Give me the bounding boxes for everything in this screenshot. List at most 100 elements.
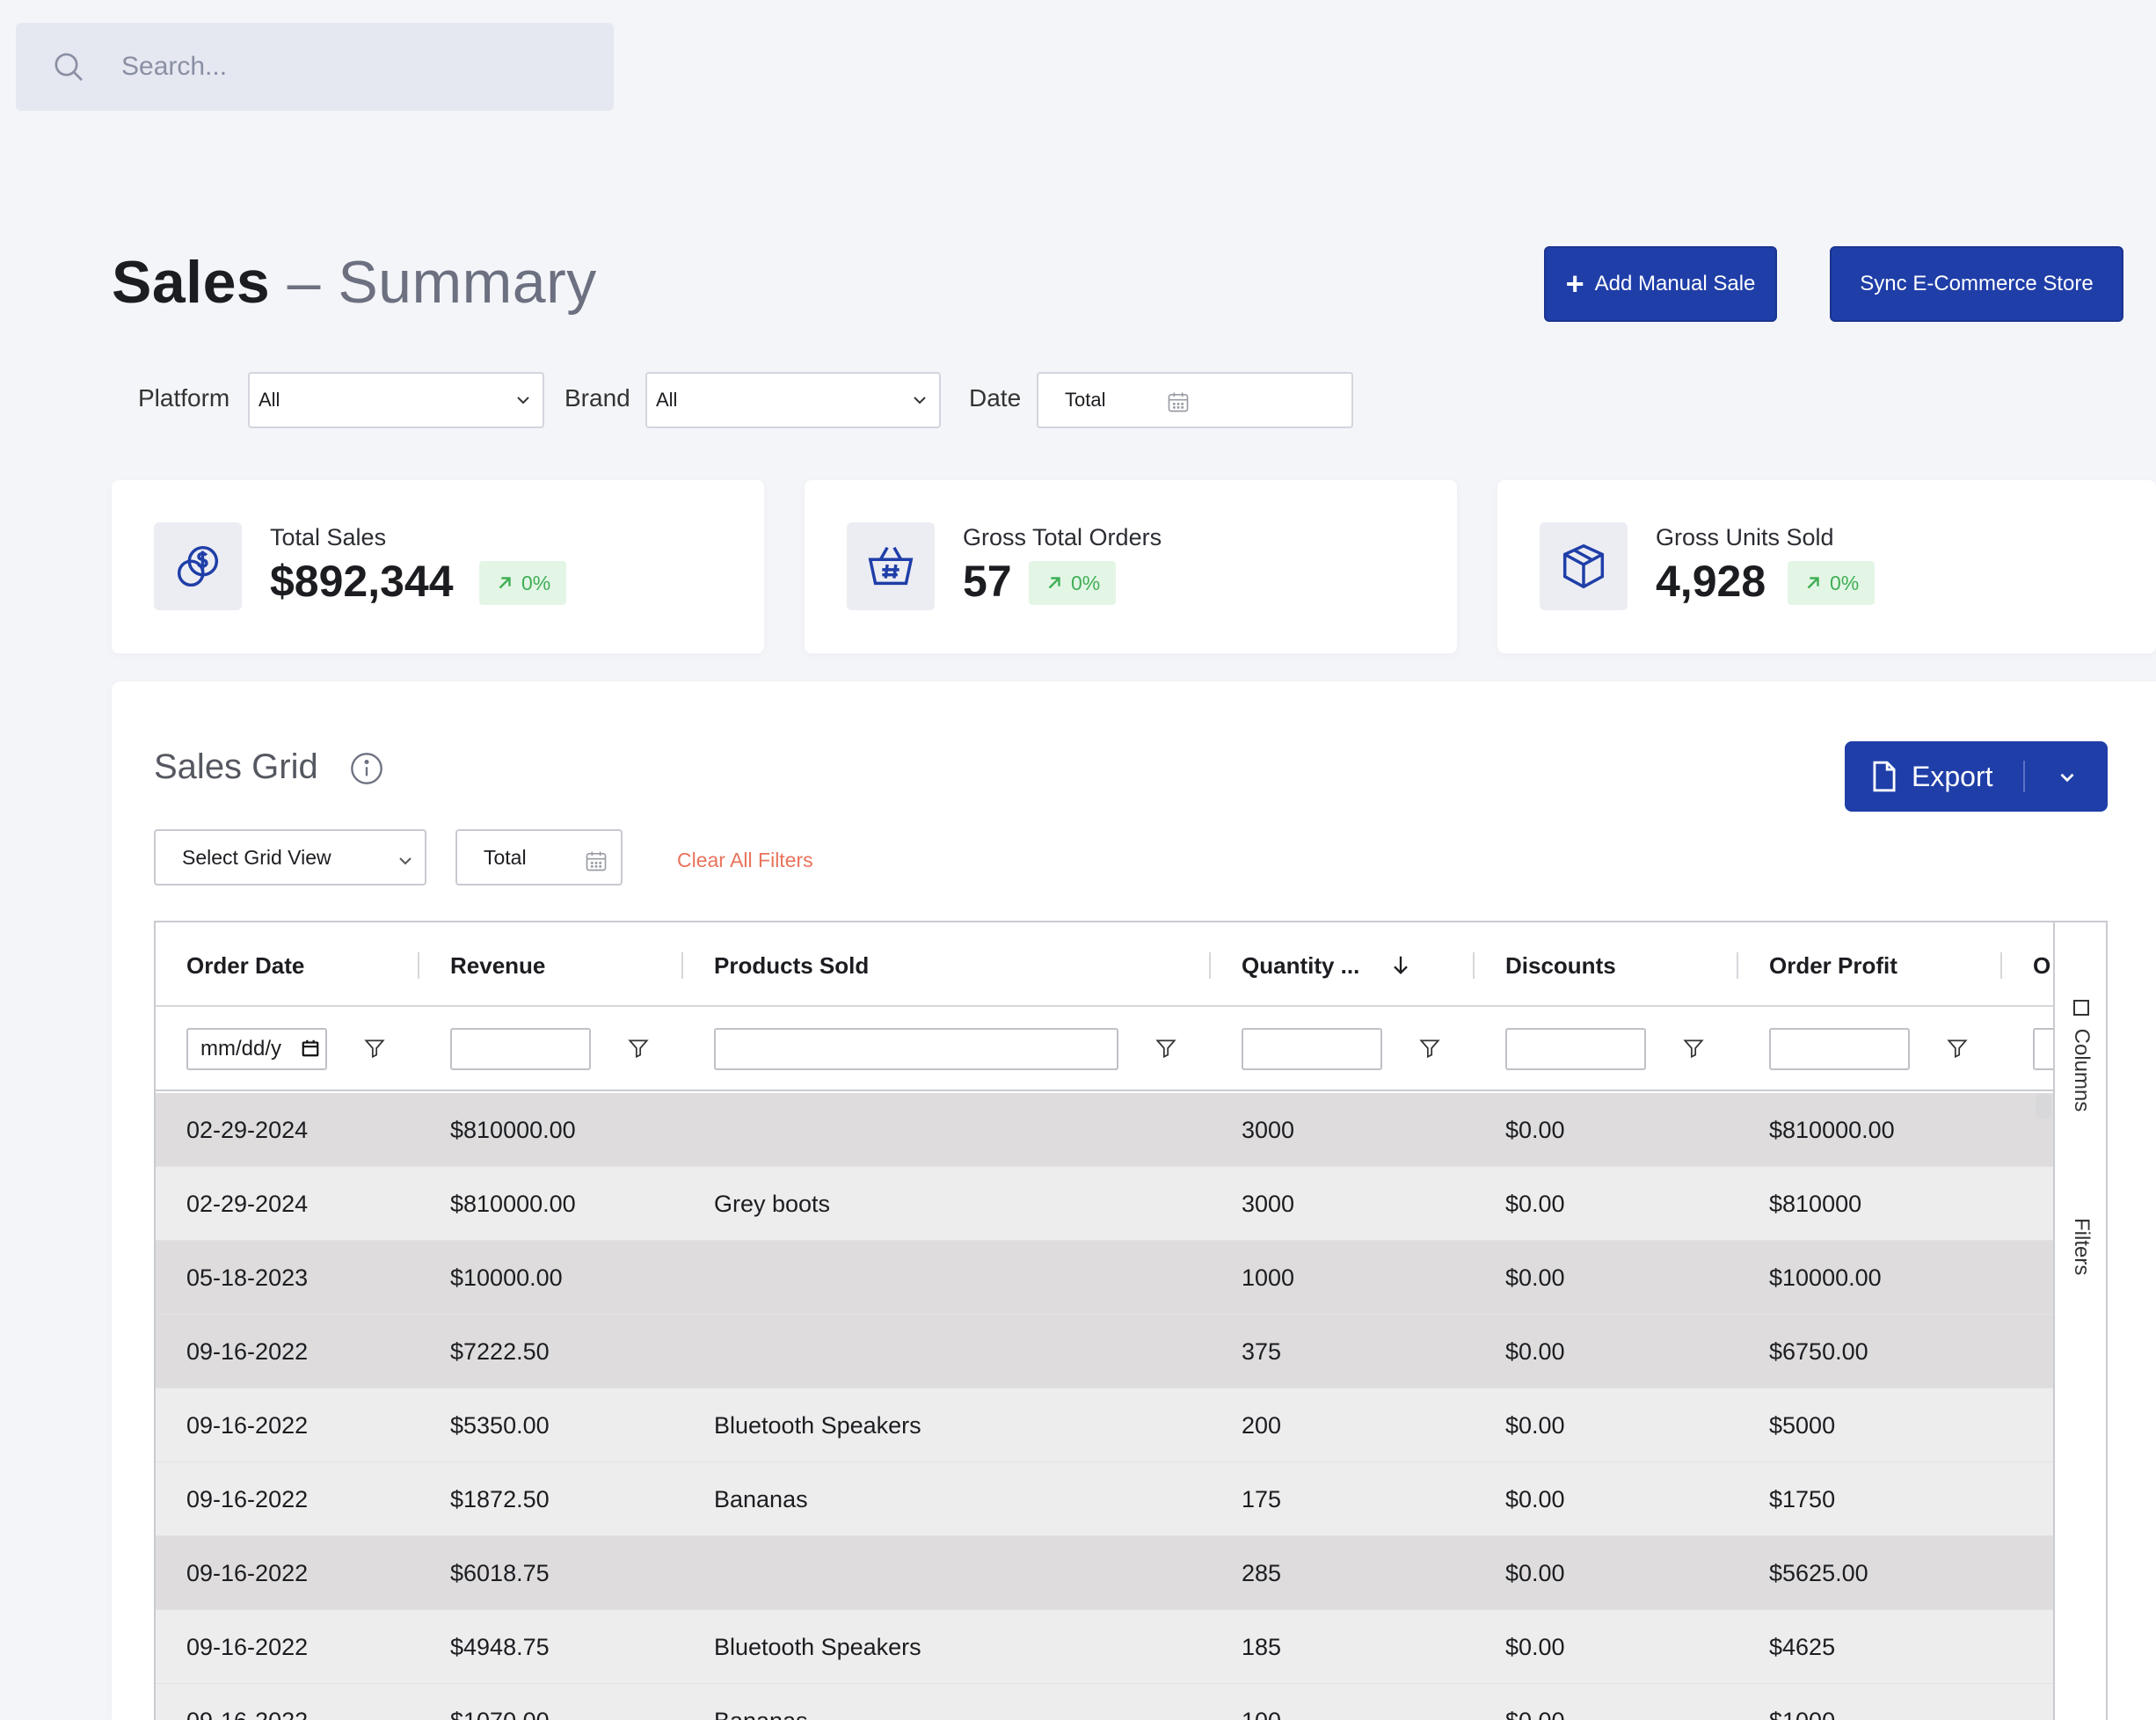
sync-store-button[interactable]: Sync E-Commerce Store — [1830, 246, 2123, 322]
cell-products: Bananas — [714, 1708, 808, 1720]
table-body: 02-29-2024 $810000.00 3000 $0.00 $810000… — [156, 1093, 2053, 1720]
cell-revenue: $810000.00 — [450, 1191, 576, 1217]
column-divider[interactable] — [418, 952, 419, 979]
vertical-scrollbar[interactable] — [2036, 1093, 2051, 1119]
sales-table: Order Date Revenue Products Sold Quantit… — [154, 921, 2108, 1720]
export-label: Export — [1912, 760, 1993, 792]
grid-title: Sales Grid — [154, 747, 318, 786]
cell-order-profit: $4625 — [1769, 1634, 1836, 1660]
add-manual-sale-button[interactable]: + Add Manual Sale — [1544, 246, 1777, 322]
cell-quantity: 1000 — [1242, 1264, 1295, 1291]
filter-funnel-icon[interactable] — [363, 1037, 386, 1060]
brand-select[interactable]: All — [645, 372, 941, 428]
cell-quantity: 100 — [1242, 1708, 1281, 1720]
cell-revenue: $10000.00 — [450, 1264, 563, 1291]
date-range-value: Total — [1065, 389, 1106, 411]
columns-tab[interactable]: Columns — [2069, 1000, 2094, 1111]
filters-tab[interactable]: Filters — [2069, 1218, 2094, 1275]
column-header-products-sold[interactable]: Products Sold — [714, 952, 870, 979]
document-icon — [1873, 761, 1896, 792]
cell-discounts: $0.00 — [1505, 1708, 1565, 1720]
filter-funnel-icon[interactable] — [1682, 1037, 1705, 1060]
column-header-discounts[interactable]: Discounts — [1505, 952, 1616, 979]
column-header-truncated[interactable]: O — [2033, 952, 2051, 979]
table-row[interactable]: 09-16-2022 $5350.00 Bluetooth Speakers 2… — [156, 1388, 2053, 1462]
cell-quantity: 3000 — [1242, 1191, 1295, 1217]
export-divider — [2023, 761, 2025, 792]
plus-icon: + — [1565, 266, 1584, 302]
column-header-revenue[interactable]: Revenue — [450, 952, 546, 979]
calendar-icon — [302, 1039, 319, 1057]
columns-icon — [2073, 1000, 2089, 1016]
table-row[interactable]: 09-16-2022 $4948.75 Bluetooth Speakers 1… — [156, 1610, 2053, 1684]
columns-tab-label: Columns — [2070, 1028, 2094, 1112]
arrow-up-right-icon — [499, 577, 511, 589]
cell-revenue: $5350.00 — [450, 1412, 550, 1439]
brand-label: Brand — [564, 384, 630, 412]
filters-tab-label: Filters — [2070, 1218, 2094, 1276]
card-label: Total Sales — [270, 524, 387, 550]
cell-discounts: $0.00 — [1505, 1560, 1565, 1586]
info-icon[interactable] — [349, 751, 384, 786]
chevron-down-icon — [399, 857, 412, 865]
cell-order-date: 09-16-2022 — [186, 1486, 309, 1512]
platform-label: Platform — [138, 384, 230, 412]
grid-view-select-value: Select Grid View — [182, 845, 331, 869]
table-row[interactable]: 09-16-2022 $1070.00 Bananas 100 $0.00 $1… — [156, 1684, 2053, 1720]
cell-order-profit: $5625.00 — [1769, 1560, 1868, 1586]
cell-order-date: 09-16-2022 — [186, 1412, 309, 1439]
filter-funnel-icon[interactable] — [627, 1037, 650, 1060]
table-row[interactable]: 02-29-2024 $810000.00 3000 $0.00 $810000… — [156, 1093, 2053, 1167]
products-filter-input[interactable] — [714, 1028, 1118, 1070]
cell-discounts: $0.00 — [1505, 1412, 1565, 1439]
column-header-order-profit[interactable]: Order Profit — [1769, 952, 1897, 979]
cell-order-date: 09-16-2022 — [186, 1560, 309, 1586]
change-value: 0% — [521, 571, 551, 594]
sync-store-label: Sync E-Commerce Store — [1860, 272, 2094, 295]
cell-order-date: 09-16-2022 — [186, 1708, 308, 1720]
column-divider[interactable] — [1737, 952, 1738, 979]
search-input[interactable]: Search... — [121, 52, 228, 81]
table-row[interactable]: 09-16-2022 $7222.50 375 $0.00 $6750.00 — [156, 1315, 2053, 1388]
date-range-picker[interactable]: Total — [1037, 372, 1353, 428]
chevron-down-icon[interactable] — [2056, 766, 2079, 789]
search-bar[interactable]: Search... — [16, 23, 614, 111]
export-button[interactable]: Export — [1845, 741, 2108, 812]
platform-select[interactable]: All — [248, 372, 544, 428]
chevron-down-icon — [517, 397, 529, 404]
column-divider[interactable] — [2000, 952, 2002, 979]
grid-date-value: Total — [484, 845, 527, 869]
filter-funnel-icon[interactable] — [1418, 1037, 1441, 1060]
cell-revenue: $1070.00 — [450, 1708, 550, 1720]
gross-units-sold-card: Gross Units Sold 4,928 0% — [1497, 480, 2156, 653]
column-header-quantity[interactable]: Quantity ... — [1242, 952, 1360, 979]
cell-revenue: $6018.75 — [450, 1560, 550, 1586]
clear-all-filters-link[interactable]: Clear All Filters — [677, 849, 813, 871]
order-profit-filter-input[interactable] — [1769, 1028, 1910, 1070]
table-row[interactable]: 02-29-2024 $810000.00 Grey boots 3000 $0… — [156, 1167, 2053, 1241]
page-title-main: Sales — [112, 249, 271, 316]
table-row[interactable]: 05-18-2023 $10000.00 1000 $0.00 $10000.0… — [156, 1241, 2053, 1315]
page-title-dash: – — [270, 249, 339, 316]
platform-select-value: All — [259, 389, 280, 411]
total-sales-card: Total Sales $892,344 0% — [112, 480, 764, 653]
discounts-filter-input[interactable] — [1505, 1028, 1646, 1070]
cell-products: Bluetooth Speakers — [714, 1412, 921, 1439]
column-divider[interactable] — [1473, 952, 1475, 979]
cell-revenue: $810000.00 — [450, 1117, 576, 1143]
grid-view-select[interactable]: Select Grid View — [154, 829, 426, 886]
quantity-filter-input[interactable] — [1242, 1028, 1382, 1070]
table-row[interactable]: 09-16-2022 $1872.50 Bananas 175 $0.00 $1… — [156, 1462, 2053, 1536]
column-divider[interactable] — [681, 952, 683, 979]
column-divider[interactable] — [1209, 952, 1211, 979]
grid-date-picker[interactable]: Total — [455, 829, 623, 886]
column-header-order-date[interactable]: Order Date — [186, 952, 305, 979]
order-date-filter-input[interactable]: mm/dd/y — [186, 1028, 327, 1070]
cell-order-date: 05-18-2023 — [186, 1264, 309, 1291]
table-row[interactable]: 09-16-2022 $6018.75 285 $0.00 $5625.00 — [156, 1536, 2053, 1610]
sort-descending-icon[interactable] — [1388, 952, 1413, 977]
filter-funnel-icon[interactable] — [1154, 1037, 1177, 1060]
filter-funnel-icon[interactable] — [1946, 1037, 1969, 1060]
cell-quantity: 185 — [1242, 1634, 1282, 1660]
revenue-filter-input[interactable] — [450, 1028, 591, 1070]
